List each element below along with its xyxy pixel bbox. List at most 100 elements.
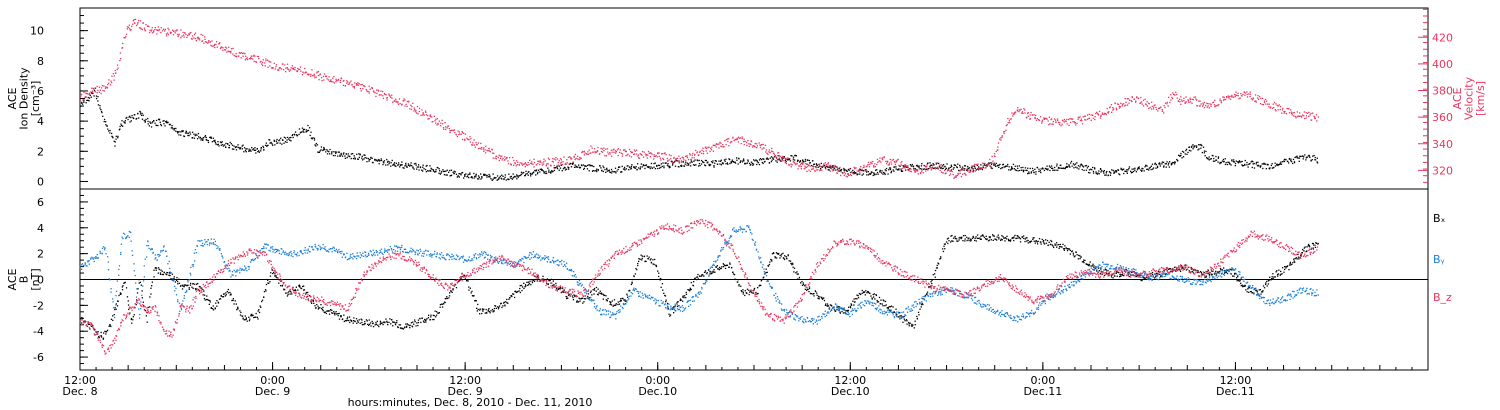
data-point — [172, 34, 175, 36]
data-point — [114, 308, 116, 311]
data-point — [492, 178, 494, 180]
data-point — [818, 298, 820, 300]
data-point — [322, 310, 324, 312]
data-point — [489, 175, 491, 177]
data-point — [811, 168, 813, 170]
data-point — [393, 164, 395, 166]
data-point — [103, 120, 105, 123]
data-point — [1017, 107, 1019, 109]
data-point — [535, 169, 538, 171]
data-point — [183, 135, 185, 137]
data-point — [934, 167, 936, 169]
data-point — [437, 312, 439, 314]
data-point — [935, 267, 938, 269]
data-point — [812, 167, 814, 169]
data-point — [927, 162, 929, 164]
data-point — [196, 283, 198, 285]
data-point — [791, 164, 793, 166]
data-point — [657, 153, 659, 155]
data-point — [1193, 96, 1195, 98]
data-point — [1043, 239, 1045, 242]
data-point — [688, 164, 690, 166]
data-point — [1105, 113, 1107, 115]
data-point — [630, 167, 633, 169]
data-point — [368, 90, 370, 93]
data-point — [1166, 101, 1168, 103]
data-point — [714, 162, 716, 164]
y-tick-label: 0 — [37, 274, 44, 287]
data-point — [548, 171, 550, 173]
data-point — [1246, 164, 1248, 166]
data-point — [197, 38, 199, 40]
data-point — [227, 288, 229, 291]
data-point — [889, 167, 892, 169]
data-point — [1015, 111, 1017, 113]
data-point — [246, 57, 248, 59]
data-point — [759, 146, 762, 149]
data-point — [756, 163, 758, 166]
data-point — [667, 307, 669, 310]
data-point — [136, 299, 138, 301]
data-point — [448, 295, 451, 297]
data-point — [289, 139, 291, 141]
data-point — [574, 153, 577, 156]
data-point — [243, 151, 245, 153]
data-point — [528, 171, 530, 173]
data-point — [1185, 96, 1187, 98]
data-point — [388, 93, 390, 95]
data-point — [812, 165, 814, 167]
data-point — [312, 137, 314, 139]
data-point — [723, 264, 725, 266]
data-point — [165, 121, 167, 123]
data-point — [879, 303, 881, 305]
data-point — [435, 314, 438, 316]
data-point — [689, 162, 691, 164]
data-point — [103, 85, 105, 87]
data-point — [401, 161, 403, 163]
data-point — [778, 155, 780, 157]
data-point — [284, 64, 286, 66]
data-point — [1254, 100, 1256, 102]
data-point — [262, 59, 264, 61]
data-point — [1150, 168, 1152, 171]
data-point — [1020, 167, 1022, 169]
data-point — [731, 141, 733, 143]
data-point — [301, 127, 304, 129]
data-point — [83, 101, 85, 103]
data-point — [702, 161, 704, 163]
data-point — [536, 280, 538, 282]
data-point — [1053, 246, 1055, 249]
data-point — [771, 147, 773, 149]
data-point — [206, 298, 208, 301]
data-point — [1078, 117, 1080, 119]
data-point — [476, 310, 478, 312]
data-point — [403, 167, 405, 169]
data-point — [100, 336, 103, 338]
data-point — [654, 162, 656, 164]
data-point — [1000, 139, 1002, 141]
data-point — [1177, 100, 1179, 102]
data-point — [1114, 171, 1116, 173]
data-point — [1279, 163, 1281, 165]
data-point — [302, 128, 305, 131]
data-point — [763, 276, 765, 278]
data-point — [236, 146, 238, 148]
data-point — [521, 289, 523, 292]
data-point — [361, 324, 364, 326]
data-point — [758, 159, 761, 161]
data-point — [110, 81, 113, 84]
data-point — [936, 264, 938, 267]
data-point — [640, 153, 642, 155]
data-point — [154, 267, 157, 269]
data-point — [463, 274, 466, 277]
data-point — [932, 163, 934, 165]
data-point — [707, 146, 709, 149]
data-point — [484, 152, 487, 154]
data-point — [534, 278, 536, 281]
data-point — [1230, 164, 1232, 166]
data-point — [916, 169, 918, 171]
data-point — [516, 291, 518, 294]
data-point — [663, 292, 665, 294]
data-point — [441, 306, 444, 308]
data-point — [988, 239, 991, 241]
